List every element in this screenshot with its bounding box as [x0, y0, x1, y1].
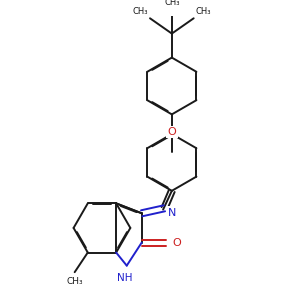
Text: NH: NH: [117, 274, 132, 284]
Text: CH₃: CH₃: [66, 277, 83, 286]
Text: O: O: [172, 238, 181, 248]
Text: O: O: [167, 127, 176, 137]
Text: CH₃: CH₃: [164, 0, 180, 8]
Text: CH₃: CH₃: [132, 7, 148, 16]
Text: CH₃: CH₃: [196, 7, 212, 16]
Text: N: N: [167, 208, 176, 218]
